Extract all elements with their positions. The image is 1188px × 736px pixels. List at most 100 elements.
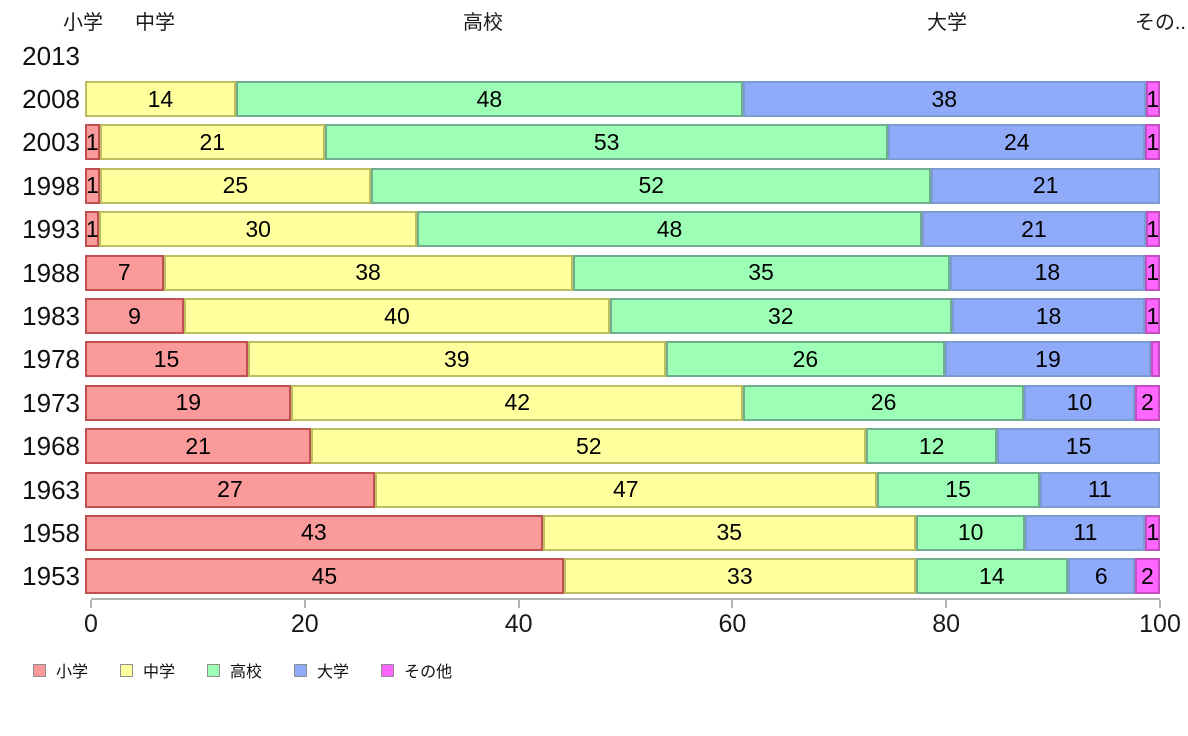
axis-tick-label: 100	[1139, 610, 1181, 639]
bar-segment[interactable]: 7	[85, 254, 164, 291]
year-label: 1953	[22, 561, 80, 592]
bar-segment[interactable]: 48	[416, 211, 923, 248]
legend-item[interactable]: 高校	[207, 658, 262, 682]
bar-segment[interactable]: 26	[743, 384, 1025, 421]
bar: 7 38 35 18 1	[85, 254, 1160, 291]
bar-segment[interactable]: 24	[888, 124, 1146, 161]
legend-label: 高校	[230, 664, 263, 682]
bar-segment[interactable]: 11	[1025, 514, 1146, 551]
bar-segment[interactable]	[1150, 341, 1160, 378]
legend-item[interactable]: その他	[381, 658, 452, 682]
bar-segment[interactable]: 9	[85, 298, 184, 335]
bar-segment[interactable]: 38	[163, 254, 573, 291]
bar-segment[interactable]: 15	[876, 471, 1040, 508]
bar-segment[interactable]: 2	[1134, 384, 1160, 421]
bar: 19 42 26 10 2	[85, 384, 1160, 421]
series-header-label: 大学	[927, 12, 967, 34]
bar-segment[interactable]: 21	[85, 428, 312, 465]
legend-swatch-icon	[381, 663, 395, 677]
legend-label: その他	[404, 664, 453, 682]
bar-segment[interactable]: 25	[99, 167, 372, 204]
bar-segment[interactable]: 1	[1145, 514, 1160, 551]
bar-segment[interactable]: 52	[371, 167, 932, 204]
bar-segment[interactable]: 35	[572, 254, 950, 291]
bar-segment[interactable]: 45	[85, 558, 564, 595]
bar: 1 30 48 21 1	[85, 211, 1161, 248]
bar-segment[interactable]: 18	[949, 254, 1146, 291]
series-header-label: 中学	[135, 12, 175, 34]
legend-swatch-icon	[120, 663, 134, 677]
bar-segment[interactable]: 21	[922, 211, 1146, 248]
legend-item[interactable]: 中学	[120, 658, 175, 682]
axis-tick	[303, 600, 306, 609]
bar-segment[interactable]: 53	[325, 124, 889, 161]
bar-segment[interactable]: 19	[85, 384, 292, 421]
bar-segment[interactable]: 30	[99, 211, 417, 248]
bar-segment[interactable]: 42	[291, 384, 744, 421]
bar-segment[interactable]: 1	[1145, 254, 1160, 291]
bar-segment[interactable]: 18	[951, 298, 1146, 335]
bar-segment[interactable]: 1	[85, 124, 100, 161]
chart-row: 1963 27 47 15 11	[0, 468, 1188, 511]
bar: 45 33 14 6 2	[85, 558, 1160, 595]
bar-segment[interactable]: 43	[85, 514, 543, 551]
bar-segment[interactable]: 33	[563, 558, 916, 595]
bar-segment[interactable]: 11	[1039, 471, 1160, 508]
bar-segment[interactable]: 14	[915, 558, 1068, 595]
bar-segment[interactable]: 21	[931, 167, 1161, 204]
axis-tick-label: 80	[932, 610, 961, 639]
legend-label: 小学	[56, 664, 89, 682]
x-axis: 0 20 40 60 80 100	[84, 598, 1181, 642]
series-header-label: 小学	[63, 12, 103, 34]
bar-segment[interactable]: 2	[1134, 558, 1160, 595]
bar-segment[interactable]: 1	[85, 211, 100, 248]
bar-segment[interactable]: 52	[311, 428, 867, 465]
chart-rows: 2013 2008 14 48 38 1 2003 1 21 53 24 1 1998 1 25 52 21 19…	[0, 34, 1188, 598]
axis-tick-label: 0	[84, 610, 98, 639]
chart-row: 1968 21 52 12 15	[0, 425, 1188, 468]
bar-segment[interactable]: 1	[85, 167, 100, 204]
bar-segment[interactable]: 10	[915, 514, 1026, 551]
bar-segment[interactable]: 10	[1024, 384, 1135, 421]
bar-segment[interactable]: 15	[85, 341, 249, 378]
bar-segment[interactable]: 6	[1067, 558, 1135, 595]
year-label: 2003	[22, 127, 80, 158]
year-label: 1963	[22, 474, 80, 505]
year-label: 1968	[22, 431, 80, 462]
bar-segment[interactable]: 38	[743, 81, 1146, 118]
bar-segment[interactable]: 1	[1145, 124, 1160, 161]
series-header-row: 小学 中学 高校 大学 その..	[0, 0, 1188, 34]
bar-segment[interactable]: 21	[99, 124, 326, 161]
bar-segment[interactable]: 1	[1145, 298, 1160, 335]
bar-segment[interactable]: 35	[542, 514, 916, 551]
bar-segment[interactable]: 12	[866, 428, 998, 465]
legend-item[interactable]: 小学	[33, 658, 88, 682]
axis-tick-label: 40	[504, 610, 533, 639]
chart-row: 2008 14 48 38 1	[0, 77, 1188, 120]
bar-segment[interactable]: 15	[997, 428, 1160, 465]
bar-segment[interactable]: 32	[609, 298, 952, 335]
bar: 1 21 53 24 1	[85, 124, 1160, 161]
bar-segment[interactable]: 19	[945, 341, 1151, 378]
legend: 小学 中学 高校 大学 その他	[33, 658, 1188, 682]
legend-label: 大学	[317, 664, 350, 682]
bar-segment[interactable]: 48	[235, 81, 744, 118]
year-label: 1988	[22, 257, 80, 288]
chart-row: 2013	[0, 34, 1188, 77]
bar-segment[interactable]: 26	[665, 341, 946, 378]
bar-segment[interactable]: 1	[1145, 81, 1160, 118]
bar-segment[interactable]: 40	[183, 298, 610, 335]
chart-row: 1983 9 40 32 18 1	[0, 294, 1188, 337]
bar-segment[interactable]: 1	[1145, 211, 1161, 248]
year-label: 1958	[22, 517, 80, 548]
axis-tick-label: 20	[290, 610, 319, 639]
bar-segment[interactable]: 14	[85, 81, 236, 118]
bar-segment[interactable]: 47	[374, 471, 877, 508]
bar-segment[interactable]: 39	[248, 341, 666, 378]
axis-tick	[1159, 600, 1161, 609]
chart-row: 2003 1 21 53 24 1	[0, 121, 1188, 164]
legend-swatch-icon	[33, 663, 46, 677]
legend-item[interactable]: 大学	[294, 658, 349, 682]
bar-segment[interactable]: 27	[85, 471, 375, 508]
legend-swatch-icon	[294, 663, 308, 677]
